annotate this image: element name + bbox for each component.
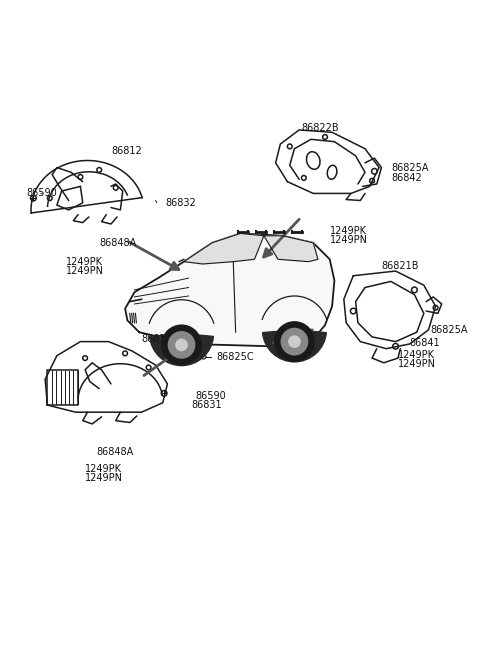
Text: 1249PN: 1249PN	[85, 473, 123, 483]
Text: 86841: 86841	[410, 337, 440, 348]
Polygon shape	[184, 233, 264, 264]
Text: 86842: 86842	[391, 173, 421, 183]
Circle shape	[281, 328, 308, 355]
Text: 86811: 86811	[142, 334, 172, 345]
Text: 86812: 86812	[111, 146, 142, 156]
Polygon shape	[125, 233, 335, 346]
Text: 1249PN: 1249PN	[330, 235, 368, 246]
Circle shape	[176, 339, 187, 350]
Polygon shape	[264, 236, 318, 261]
Text: 86825A: 86825A	[391, 162, 428, 172]
Text: 86848A: 86848A	[97, 447, 134, 457]
Text: 1249PN: 1249PN	[398, 359, 436, 369]
Text: 1249PK: 1249PK	[66, 257, 103, 267]
Text: 86832: 86832	[165, 198, 196, 208]
Text: 1249PN: 1249PN	[66, 266, 104, 276]
Text: 86825A: 86825A	[431, 325, 468, 335]
Circle shape	[275, 322, 314, 362]
Text: 86825C: 86825C	[217, 352, 254, 362]
Wedge shape	[150, 333, 214, 365]
Wedge shape	[263, 330, 326, 362]
Text: 1249PK: 1249PK	[85, 464, 122, 474]
Text: 1249PK: 1249PK	[330, 226, 367, 236]
Text: 86590: 86590	[196, 391, 227, 401]
Text: 86831: 86831	[191, 400, 222, 410]
Text: 86822B: 86822B	[301, 122, 339, 132]
Text: 86590: 86590	[26, 189, 57, 198]
Text: 1249PK: 1249PK	[398, 350, 435, 360]
Text: 86848A: 86848A	[99, 238, 136, 248]
Circle shape	[289, 336, 300, 347]
Text: 86821B: 86821B	[382, 261, 419, 271]
Circle shape	[168, 331, 195, 358]
Circle shape	[162, 325, 201, 365]
